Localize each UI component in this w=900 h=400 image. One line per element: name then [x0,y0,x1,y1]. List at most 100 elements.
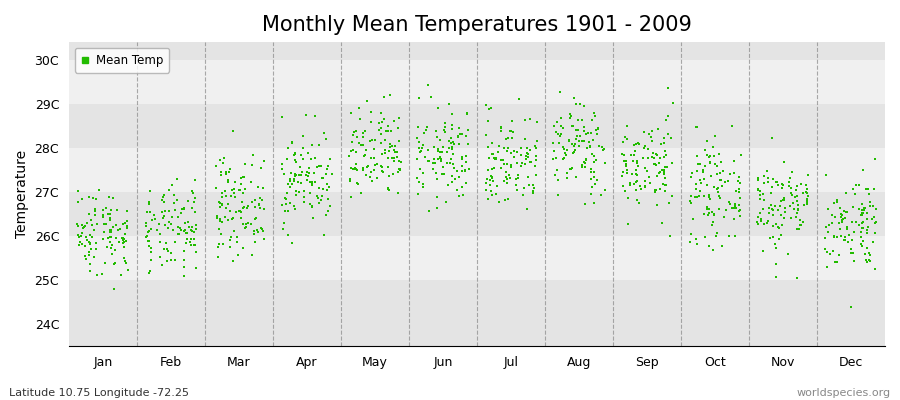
Point [289,192,303,198]
Point [700,206,715,212]
Point [224,193,238,200]
Point [546,156,561,162]
Point [501,196,516,202]
Point [104,233,118,240]
Point [494,157,508,163]
Point [784,185,798,191]
Point [487,155,501,161]
Point [274,114,289,120]
Point [548,172,562,178]
Point [656,167,670,174]
Point [420,147,435,153]
Point [619,161,634,167]
Point [459,133,473,139]
Point [229,194,243,200]
Point [761,209,776,216]
Point [160,258,175,264]
Point [792,226,806,232]
Point [485,166,500,172]
Point [410,135,425,141]
Point [617,158,632,164]
Point [790,205,805,212]
Point [240,220,255,226]
Point [104,228,118,235]
Point [723,200,737,207]
Point [142,268,157,274]
Point [348,165,363,172]
Point [839,190,853,196]
Point [840,209,854,215]
Point [728,205,742,212]
Point [696,166,710,173]
Point [219,205,233,211]
Point [320,166,335,172]
Point [703,153,717,159]
Point [555,156,570,162]
Point [633,182,647,189]
Point [774,198,788,205]
Point [121,266,135,273]
Point [494,125,508,131]
Point [95,236,110,242]
Point [182,223,196,230]
Point [790,207,805,213]
Point [699,182,714,189]
Point [410,124,425,130]
Point [503,175,517,181]
Point [180,236,194,242]
Point [303,178,318,185]
Point [645,154,660,160]
Point [238,161,252,168]
Point [184,224,199,230]
Point [227,228,241,234]
Point [285,240,300,246]
Point [620,136,634,142]
Point [83,261,97,268]
Point [95,214,110,220]
Point [152,238,166,245]
Point [794,222,808,228]
Point [658,148,672,155]
Point [587,200,601,206]
Point [411,191,426,198]
Point [522,182,536,188]
Point [428,160,442,166]
Point [344,148,358,154]
Point [165,182,179,188]
Point [422,157,436,164]
Point [374,125,388,131]
Point [343,176,357,182]
Point [587,159,601,165]
Point [500,180,514,187]
Point [800,189,814,196]
Point [868,220,883,226]
Point [412,144,427,151]
Point [528,153,543,160]
Point [830,259,844,266]
Point [709,230,724,236]
Point [723,171,737,178]
Point [479,132,493,138]
Point [226,127,240,134]
Point [632,141,646,147]
Point [284,170,298,176]
Point [178,220,193,226]
Point [575,162,590,168]
Point [82,210,96,217]
Point [577,159,591,166]
Point [316,186,330,192]
Point [390,149,404,155]
Point [664,193,679,199]
Point [727,201,742,207]
Point [800,200,814,207]
Point [729,187,743,194]
Point [787,200,801,206]
Point [254,225,268,231]
Point [854,241,868,247]
Point [384,128,399,134]
Point [141,270,156,277]
Point [499,174,513,181]
Point [765,135,779,142]
Point [771,225,786,231]
Point [765,184,779,190]
